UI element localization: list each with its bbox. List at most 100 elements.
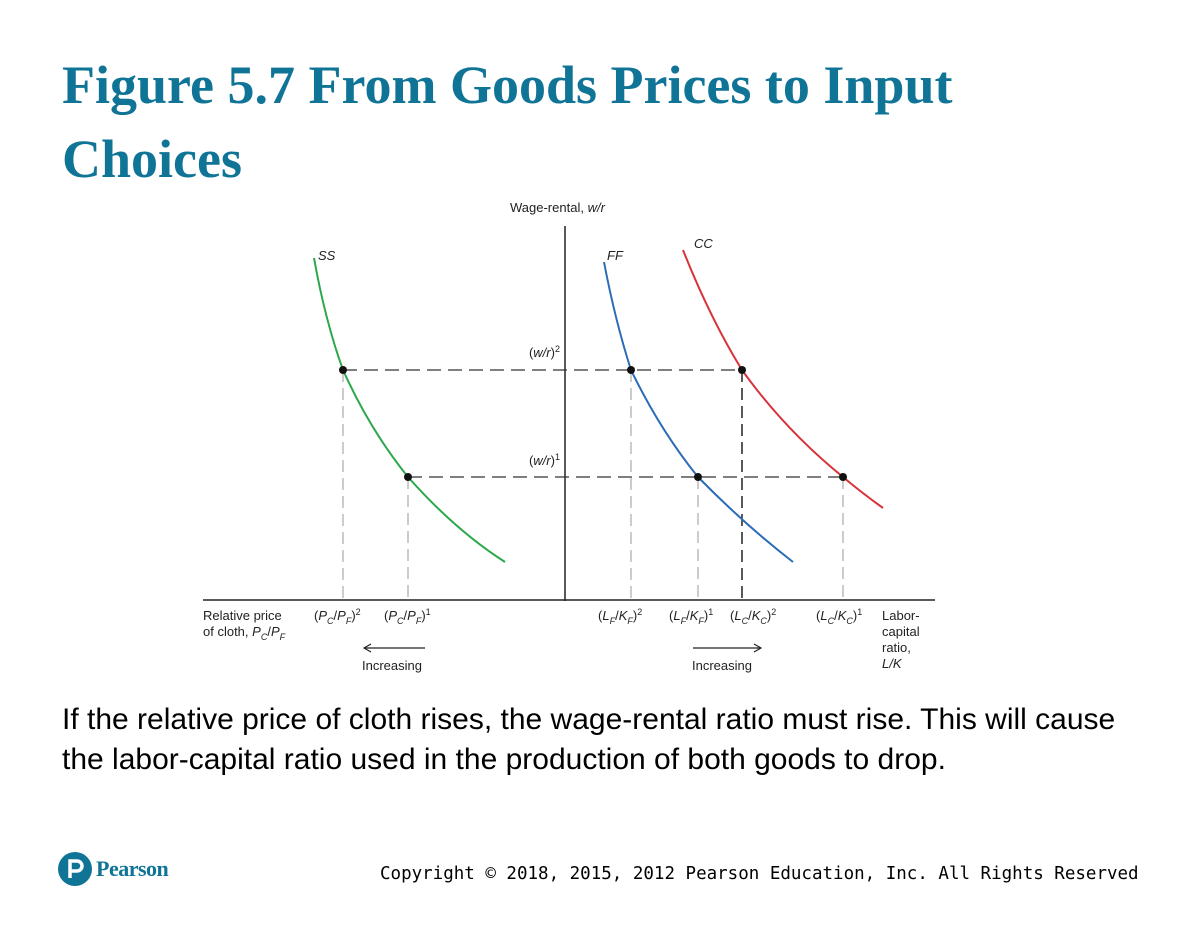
label-part: L [602,608,609,623]
diagram-label: (LF/KF)1 [669,607,713,626]
diagram-label: Wage-rental, w/r [510,200,606,215]
label-part: P [337,608,346,623]
label-part: w/r [533,453,551,468]
label-part: / [404,608,408,623]
diagram-label: capital [882,624,920,639]
label-part: 2 [555,344,560,354]
label-part: Increasing [362,658,422,673]
label-part: ) [767,608,771,623]
ss-curve [313,257,506,563]
label-part: / [686,608,690,623]
diagram-label: SS [318,248,336,263]
label-part: of cloth, [203,624,252,639]
diagram-label: Increasing [362,658,422,673]
label-part: F [280,632,286,642]
label-part: Labor- [882,608,920,623]
label-part: CC [694,236,713,251]
label-part: 1 [708,607,713,617]
label-part: Increasing [692,658,752,673]
label-part: 1 [426,607,431,617]
body-text: If the relative price of cloth rises, th… [62,703,1116,776]
label-part: C [327,616,334,626]
copyright: Copyright © 2018, 2015, 2012 Pearson Edu… [380,864,1139,884]
label-part: ( [730,608,735,623]
label-part: L/K [882,656,903,671]
ff-curve [603,261,794,563]
diagram-label: (w/r)1 [529,452,560,468]
label-part: F [416,616,422,626]
logo-text: Pearson [96,856,169,881]
label-part: 2 [356,607,361,617]
point [339,366,347,374]
label-part: 1 [555,452,560,462]
label-part: Wage-rental, [510,200,588,215]
diagram-label: (PC/PF)1 [384,607,431,626]
diagram-label: (PC/PF)2 [314,607,361,626]
diagram-label: ratio, [882,640,911,655]
label-part: w/r [533,345,551,360]
label-part: F [681,616,687,626]
diagram-label: (LF/KF)2 [598,607,642,626]
label-part: / [334,608,338,623]
label-part: / [834,608,838,623]
label-part: P [407,608,416,623]
label-part: ( [529,345,534,360]
label-part: C [846,616,853,626]
label-part: P [318,608,327,623]
label-part: ) [551,453,555,468]
slide-title: Figure 5.7 From Goods Prices to Input Ch… [62,55,953,189]
label-part: F [627,616,633,626]
label-part: C [742,616,749,626]
label-part: w/r [588,200,606,215]
label-part: ( [816,608,821,623]
label-part: / [267,624,271,639]
diagram-label: (w/r)2 [529,344,560,360]
label-part: C [397,616,404,626]
label-part: F [698,616,704,626]
label-part: ) [551,345,555,360]
logo-mark [58,852,92,886]
label-part: capital [882,624,920,639]
diagram-label: (LC/KC)1 [816,607,862,626]
cc-curve [682,249,884,509]
label-part: ) [633,608,637,623]
point [627,366,635,374]
label-part: P [271,624,280,639]
diagram-label: Increasing [692,658,752,673]
diagram-label: (LC/KC)2 [730,607,776,626]
diagram-label: of cloth, PC/PF [203,624,286,642]
label-part: / [748,608,752,623]
label-part: / [615,608,619,623]
label-part: ratio, [882,640,911,655]
label-part: ) [351,608,355,623]
label-part: P [252,624,261,639]
label-part: SS [318,248,336,263]
point [839,473,847,481]
label-part: C [261,632,268,642]
arrow-head [362,643,372,653]
label-part: K [838,608,848,623]
label-part: K [619,608,629,623]
point [738,366,746,374]
label-part: ) [853,608,857,623]
label-part: 2 [771,607,776,617]
label-part: ( [314,608,319,623]
arrow-head [753,643,763,653]
label-part: Relative price [203,608,282,623]
label-part: ) [421,608,425,623]
label-part: ( [598,608,603,623]
label-part: K [690,608,700,623]
label-part: C [760,616,767,626]
label-part: K [752,608,762,623]
label-part: C [828,616,835,626]
point [404,473,412,481]
label-part: 2 [637,607,642,617]
label-part: L [734,608,741,623]
point [694,473,702,481]
label-part: P [388,608,397,623]
label-part: ( [669,608,674,623]
logo: Pearson [58,852,169,886]
label-part: ) [704,608,708,623]
diagram-label: L/K [882,656,903,671]
